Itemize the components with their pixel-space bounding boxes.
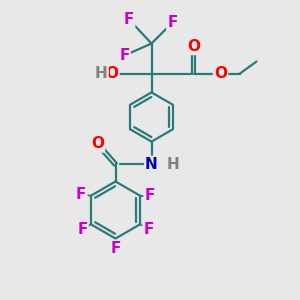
Text: F: F <box>143 221 154 236</box>
Text: H: H <box>95 66 107 81</box>
Text: F: F <box>124 12 134 27</box>
Text: F: F <box>119 48 130 63</box>
Text: F: F <box>145 188 155 203</box>
Text: F: F <box>167 15 178 30</box>
Text: F: F <box>110 241 121 256</box>
Text: F: F <box>76 187 86 202</box>
Text: N: N <box>145 157 158 172</box>
Text: O: O <box>214 66 227 81</box>
Text: O: O <box>187 39 200 54</box>
Text: H: H <box>166 157 179 172</box>
Text: O: O <box>105 66 119 81</box>
Text: F: F <box>77 221 88 236</box>
Text: O: O <box>91 136 104 152</box>
